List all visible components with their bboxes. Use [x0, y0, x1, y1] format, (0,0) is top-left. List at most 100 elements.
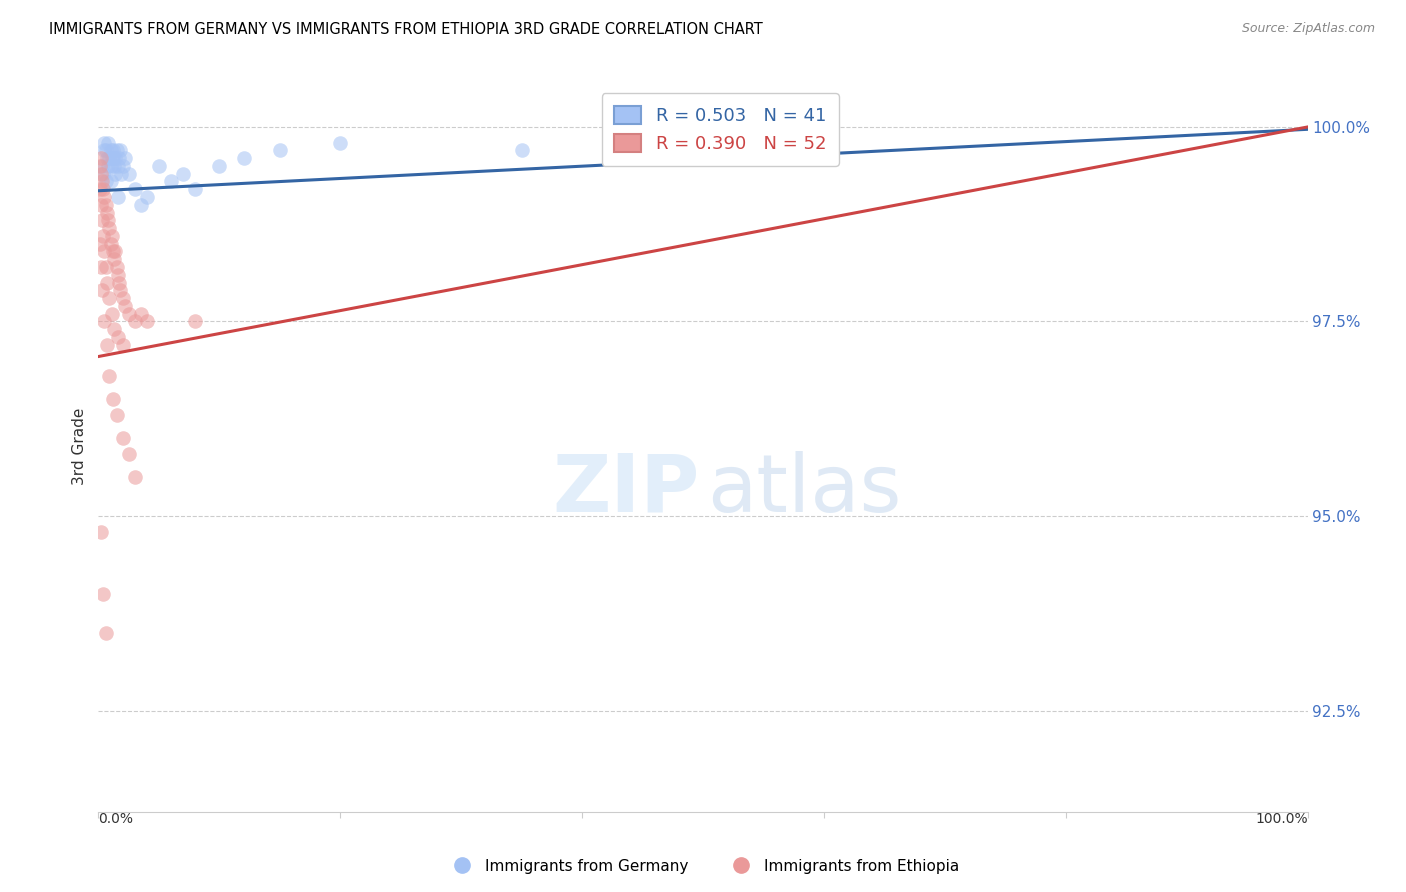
Point — [100, 174, 122, 188]
Point — [208, 159, 231, 173]
Point — [91, 213, 114, 227]
Point — [269, 144, 291, 158]
Text: Source: ZipAtlas.com: Source: ZipAtlas.com — [1241, 22, 1375, 36]
Point — [96, 338, 118, 352]
Point — [89, 159, 111, 173]
Point — [105, 260, 128, 274]
Point — [91, 159, 114, 173]
Point — [105, 144, 128, 158]
Point — [98, 221, 121, 235]
Point — [90, 151, 112, 165]
Point — [108, 151, 131, 165]
Point — [104, 151, 127, 165]
Point — [98, 368, 121, 383]
Text: ZIP: ZIP — [553, 450, 699, 529]
Point — [96, 276, 118, 290]
Point — [184, 314, 207, 328]
Text: atlas: atlas — [707, 450, 901, 529]
Point — [98, 151, 121, 165]
Point — [101, 392, 124, 407]
Point — [93, 144, 115, 158]
Point — [93, 190, 115, 204]
Point — [93, 136, 115, 150]
Point — [91, 167, 114, 181]
Text: 0.0%: 0.0% — [98, 812, 134, 826]
Point — [96, 205, 118, 219]
Point — [100, 159, 122, 173]
Point — [103, 252, 125, 267]
Point — [118, 447, 141, 461]
Point — [135, 314, 157, 328]
Point — [90, 167, 112, 181]
Point — [184, 182, 207, 196]
Point — [91, 587, 114, 601]
Point — [105, 408, 128, 422]
Point — [101, 144, 124, 158]
Point — [108, 144, 131, 158]
Point — [124, 470, 146, 484]
Point — [129, 198, 152, 212]
Point — [97, 136, 120, 150]
Point — [100, 307, 122, 321]
Point — [91, 284, 114, 298]
Point — [124, 314, 146, 328]
Point — [111, 338, 134, 352]
Point — [90, 198, 112, 212]
Point — [813, 120, 835, 134]
Legend: Immigrants from Germany, Immigrants from Ethiopia: Immigrants from Germany, Immigrants from… — [440, 853, 966, 880]
Point — [129, 307, 152, 321]
Point — [100, 236, 122, 251]
Point — [91, 228, 114, 243]
Point — [510, 144, 533, 158]
Point — [93, 244, 115, 259]
Point — [94, 260, 117, 274]
Point — [329, 136, 352, 150]
Point — [91, 182, 114, 196]
Point — [103, 159, 125, 173]
Point — [148, 159, 170, 173]
Point — [111, 159, 134, 173]
Point — [98, 291, 121, 305]
Point — [108, 284, 131, 298]
Point — [91, 174, 114, 188]
Point — [97, 213, 120, 227]
Point — [108, 276, 131, 290]
Point — [94, 174, 117, 188]
Point — [94, 625, 117, 640]
Point — [160, 174, 183, 188]
Point — [101, 151, 124, 165]
Point — [89, 182, 111, 196]
Point — [104, 167, 127, 181]
Point — [118, 167, 141, 181]
Point — [172, 167, 194, 181]
Point — [111, 291, 134, 305]
Point — [114, 151, 136, 165]
Point — [135, 190, 157, 204]
Legend: R = 0.503   N = 41, R = 0.390   N = 52: R = 0.503 N = 41, R = 0.390 N = 52 — [602, 93, 839, 166]
Point — [94, 198, 117, 212]
Point — [103, 322, 125, 336]
Point — [97, 159, 120, 173]
Point — [96, 151, 118, 165]
Point — [93, 314, 115, 328]
Point — [124, 182, 146, 196]
Point — [107, 159, 129, 173]
Point — [90, 524, 112, 539]
Point — [90, 260, 112, 274]
Point — [111, 431, 134, 445]
Point — [101, 244, 124, 259]
Point — [110, 167, 132, 181]
Point — [114, 299, 136, 313]
Y-axis label: 3rd Grade: 3rd Grade — [72, 408, 87, 484]
Point — [118, 307, 141, 321]
Point — [107, 330, 129, 344]
Point — [89, 236, 111, 251]
Point — [107, 268, 129, 282]
Point — [100, 144, 122, 158]
Point — [100, 228, 122, 243]
Text: IMMIGRANTS FROM GERMANY VS IMMIGRANTS FROM ETHIOPIA 3RD GRADE CORRELATION CHART: IMMIGRANTS FROM GERMANY VS IMMIGRANTS FR… — [49, 22, 763, 37]
Point — [107, 190, 129, 204]
Text: 100.0%: 100.0% — [1256, 812, 1308, 826]
Point — [100, 151, 122, 165]
Point — [94, 144, 117, 158]
